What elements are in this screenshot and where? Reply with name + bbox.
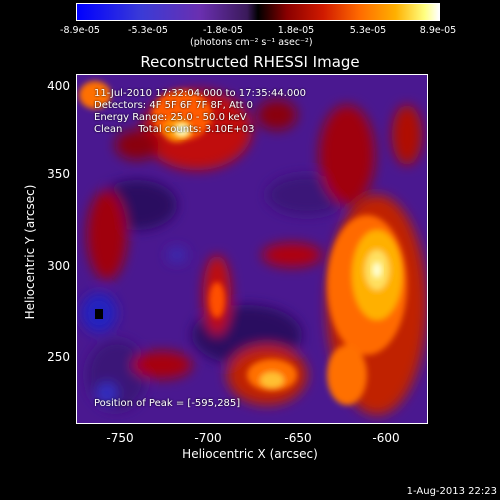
time-range-label: 11-Jul-2010 17:32:04.000 to 17:35:44.000 bbox=[94, 88, 306, 99]
peak-position-label: Position of Peak = [-595,285] bbox=[94, 398, 241, 409]
colorbar-tick: -5.3e-05 bbox=[128, 25, 168, 36]
detectors-label: Detectors: 4F 5F 6F 7F 8F, Att 0 bbox=[94, 100, 254, 111]
rhessi-image bbox=[76, 74, 428, 424]
y-tick-label: 350 bbox=[47, 167, 70, 181]
x-axis-title: Heliocentric X (arcsec) bbox=[182, 447, 318, 461]
x-tick-label: -650 bbox=[284, 431, 312, 445]
colorbar-tick: -8.9e-05 bbox=[60, 25, 100, 36]
y-axis-title: Heliocentric Y (arcsec) bbox=[23, 184, 37, 320]
clean-counts-label: Clean Total counts: 3.10E+03 bbox=[94, 124, 255, 135]
x-tick-label: -700 bbox=[194, 431, 222, 445]
colorbar-tick: 8.9e-05 bbox=[419, 25, 457, 36]
y-tick-label: 300 bbox=[47, 259, 70, 273]
rhessi-heatmap bbox=[77, 75, 427, 423]
x-tick-label: -600 bbox=[372, 431, 400, 445]
y-tick-label: 400 bbox=[47, 79, 70, 93]
colorbar-units: (photons cm⁻² s⁻¹ asec⁻²) bbox=[190, 37, 313, 48]
x-tick-label: -750 bbox=[106, 431, 134, 445]
colorbar-tick: -1.8e-05 bbox=[203, 25, 243, 36]
colorbar-tick: 5.3e-05 bbox=[349, 25, 387, 36]
generation-date: 1-Aug-2013 22:23 bbox=[406, 486, 497, 497]
colorbar-tick: 1.8e-05 bbox=[277, 25, 315, 36]
y-tick-label: 250 bbox=[47, 350, 70, 364]
colorbar bbox=[76, 3, 440, 21]
image-title: Reconstructed RHESSI Image bbox=[140, 53, 360, 71]
energy-range-label: Energy Range: 25.0 - 50.0 keV bbox=[94, 112, 247, 123]
